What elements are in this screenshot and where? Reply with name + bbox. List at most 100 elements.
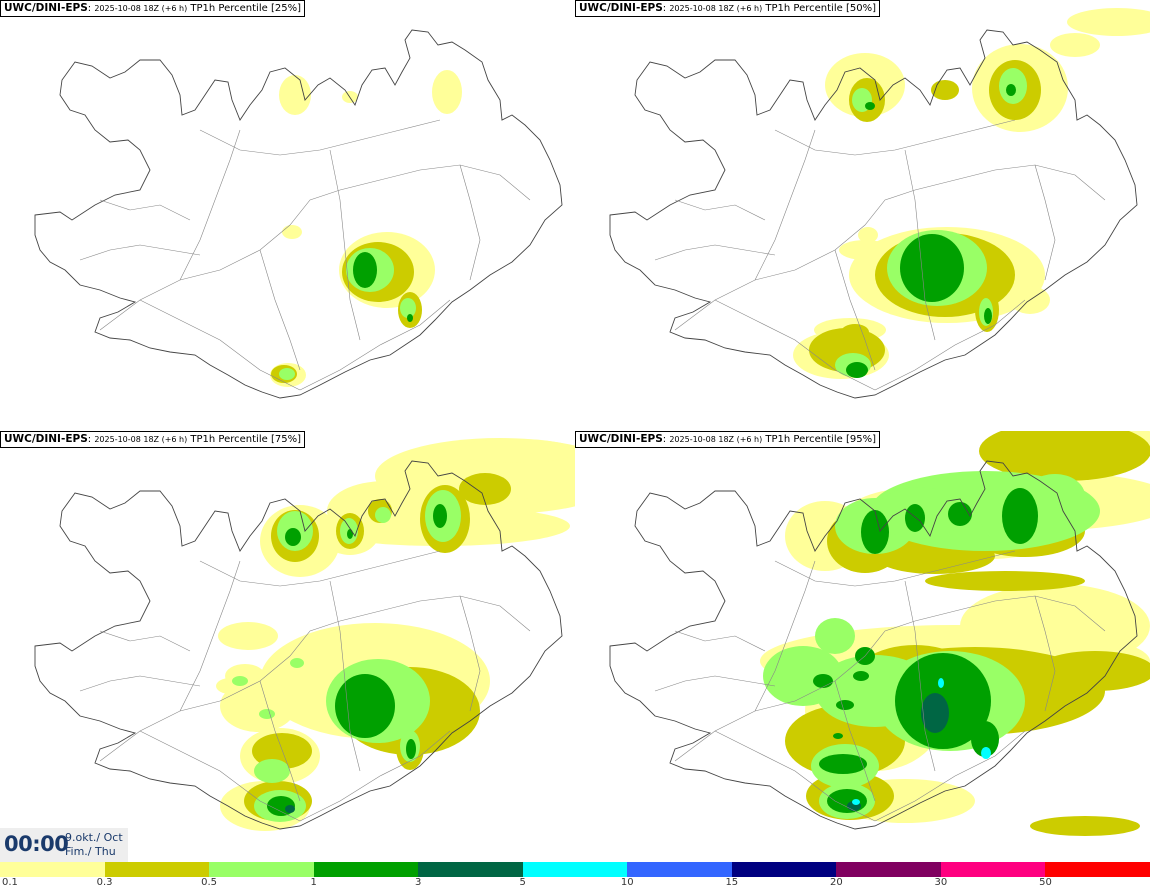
legend-swatch [627,862,732,877]
precip-contour [433,504,447,528]
precip-contour [232,676,248,686]
road-network [654,550,1106,822]
road-line [674,630,766,652]
road-line [139,730,301,822]
road-line [774,550,1016,587]
iceland-map-p75 [34,438,575,831]
iceland-coastline [34,460,563,830]
precip-contour [353,252,377,288]
precip-contour [813,674,833,688]
precip-contour [1002,488,1038,544]
road-line [299,730,451,822]
precip-contour [931,80,959,100]
valid-time-box: 00:00 9.okt./ Oct Fim./ Thu [0,828,128,862]
precip-contour [921,693,949,733]
road-line [329,149,361,341]
precip-contour [220,680,296,732]
legend-swatch [418,862,523,877]
valid-date-line2: Fim./ Thu [65,845,116,858]
road-line [904,580,936,772]
precip-contour [218,622,278,650]
precip-contour [960,584,1150,668]
road-line [179,560,241,712]
precip-contour [763,646,843,706]
road-line [459,164,481,281]
legend-label: 10 [620,877,634,888]
precip-contour [971,721,999,757]
legend-swatch [313,862,419,877]
road-line [299,299,451,391]
legend-labels: 0.1 0.3 0.5 1 3 5 10 15 20 30 50 [0,877,1150,891]
map-panel-p75: UWC/DINI-EPS: 2025-10-08 18Z (+6 h) TP1h… [0,431,575,862]
precip-contour [1067,8,1150,36]
precip-contour [841,324,869,340]
road-line [459,595,481,712]
road-line [139,299,301,391]
precip-contour [984,308,992,324]
precip-contour [1050,33,1100,57]
road-network [79,119,531,391]
road-line [179,129,241,281]
road-line [259,249,301,371]
road-line [674,199,766,221]
legend-label: 15 [725,877,739,888]
precip-contour [938,678,944,688]
precip-contour [853,671,869,681]
road-line [99,199,191,221]
precip-contour [827,789,867,813]
precip-contour [948,502,972,526]
precip-contour [285,805,295,813]
road-line [754,129,816,281]
map-panel-p50: UWC/DINI-EPS: 2025-10-08 18Z (+6 h) TP1h… [575,0,1150,431]
precip-contour [1030,816,1140,836]
road-line [874,299,1026,391]
legend-swatch [1045,862,1150,877]
precip-contour [259,709,275,719]
iceland-coastline [609,29,1138,399]
legend-label: 3 [414,877,422,888]
road-line [834,680,876,802]
valid-time: 00:00 [4,832,69,856]
road-line [259,680,301,802]
legend-swatch [731,862,837,877]
precip-contour [833,733,843,739]
road-line [1034,164,1056,281]
legend-swatch [0,862,105,877]
panel-title: UWC/DINI-EPS: 2025-10-08 18Z (+6 h) TP1h… [575,0,880,17]
precip-contour [819,754,867,774]
legend-label: 1 [310,877,317,888]
precip-contour [900,234,964,302]
iceland-map-p25 [34,29,563,399]
road-line [99,164,531,331]
precip-contour [407,314,413,322]
legend-swatch [940,862,1046,877]
precip-fields [270,70,462,387]
precip-contour [432,70,462,114]
road-line [714,299,876,391]
road-network [654,119,1106,391]
precip-contour [846,362,868,378]
panel-title: UWC/DINI-EPS: 2025-10-08 18Z (+6 h) TP1h… [575,431,880,448]
precip-fields [760,431,1150,836]
precip-contour [1006,84,1016,96]
road-line [774,119,1016,156]
road-line [904,149,936,341]
road-line [199,550,441,587]
legend-label: 20 [829,877,843,888]
legend-label: 5 [519,877,526,888]
legend-swatch [522,862,628,877]
legend-swatch [209,862,314,877]
precip-contour [1035,651,1150,691]
road-line [654,244,776,261]
legend-swatch [104,862,210,877]
road-line [329,580,361,772]
precip-contour [861,510,889,554]
precip-contour [1025,474,1085,518]
precip-contour [282,225,302,239]
precip-contour [406,739,416,759]
valid-date: 9.okt./ Oct Fim./ Thu [65,831,123,859]
road-line [834,249,876,371]
precip-contour [925,571,1085,591]
legend-swatch [836,862,941,877]
road-line [714,730,876,822]
